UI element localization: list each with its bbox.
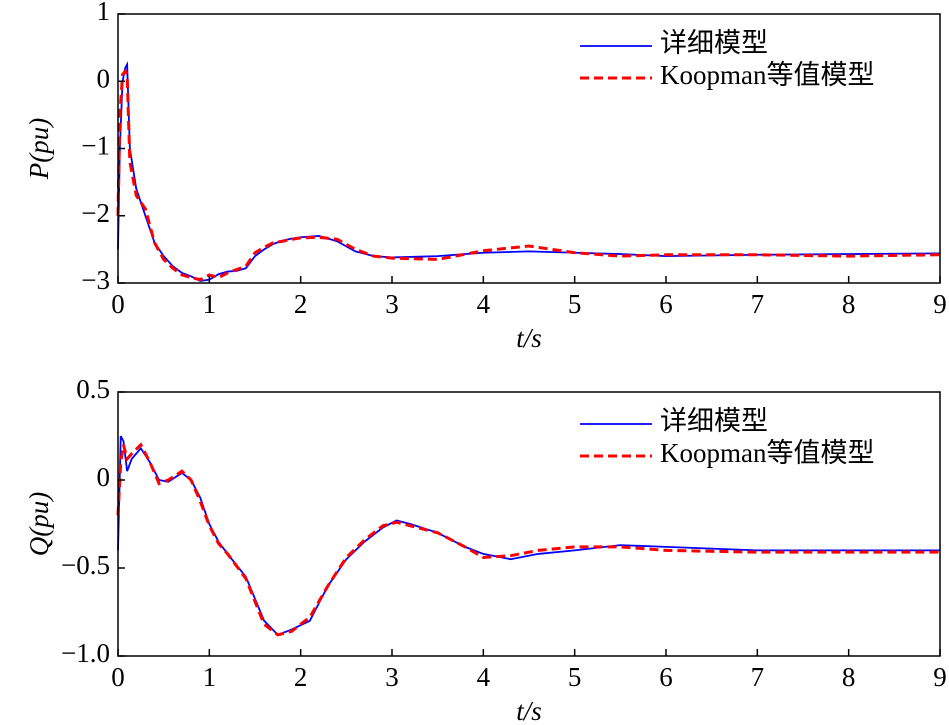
series-line [117, 61, 941, 282]
y-tick-label: −0.5 [61, 550, 110, 580]
x-axis-label: t/s [516, 696, 542, 725]
legend-label: Koopman等值模型 [660, 438, 874, 468]
x-tick-label: 3 [385, 289, 399, 319]
y-tick-label: −3 [81, 265, 110, 295]
x-tick-label: 7 [751, 289, 765, 319]
series-line [116, 442, 940, 637]
x-tick-label: 2 [294, 289, 308, 319]
axes-frame [117, 391, 941, 657]
series-line [116, 68, 941, 282]
x-tick-label: 6 [659, 662, 673, 692]
x-tick-label: 5 [568, 662, 582, 692]
x-tick-label: 9 [933, 289, 947, 319]
y-tick-label: −1.0 [61, 638, 110, 668]
x-tick-label: 2 [294, 662, 308, 692]
x-tick-label: 4 [477, 289, 491, 319]
x-tick-label: 7 [751, 662, 765, 692]
plot [116, 61, 941, 282]
legend-label: 详细模型 [660, 28, 768, 58]
axes-frame [117, 13, 941, 284]
x-tick-label: 1 [203, 289, 217, 319]
x-tick-label: 9 [933, 662, 947, 692]
x-tick-label: 5 [568, 289, 582, 319]
y-tick-label: 0 [97, 63, 111, 93]
x-tick-label: 4 [477, 662, 491, 692]
legend-label: 详细模型 [660, 406, 768, 436]
x-tick-label: 0 [111, 289, 125, 319]
y-axis-label: P(pu) [24, 118, 54, 180]
y-axis-label: Q(pu) [24, 492, 54, 556]
x-axis-label: t/s [516, 323, 542, 353]
plot [116, 435, 940, 637]
legend-label: Koopman等值模型 [660, 60, 874, 90]
y-tick-label: 1 [97, 0, 111, 26]
x-tick-label: 6 [659, 289, 673, 319]
x-tick-label: 0 [111, 662, 125, 692]
y-tick-label: 0.5 [76, 374, 110, 404]
x-tick-label: 8 [842, 289, 856, 319]
y-tick-label: −1 [81, 131, 110, 161]
x-tick-label: 3 [385, 662, 399, 692]
y-tick-label: −2 [81, 198, 110, 228]
y-tick-label: 0 [97, 462, 111, 492]
x-tick-label: 1 [203, 662, 217, 692]
x-tick-label: 8 [842, 662, 856, 692]
